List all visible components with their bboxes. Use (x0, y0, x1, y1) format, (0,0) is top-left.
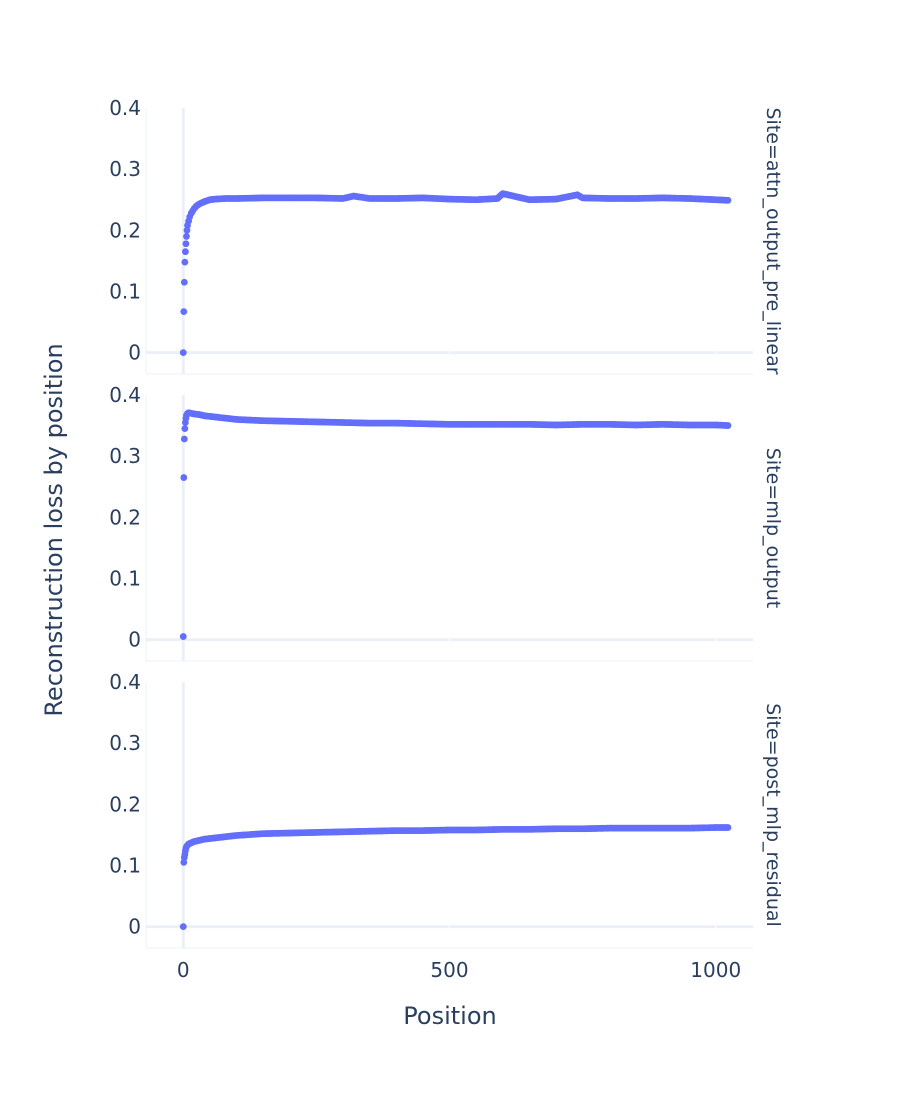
y-tick-label: 0.3 (109, 444, 141, 468)
panel-2: 0 0.1 0.2 0.3 0.4 Site=mlp_output (109, 383, 784, 662)
data-point (724, 824, 732, 831)
data-point (180, 278, 188, 286)
data-point (179, 923, 187, 930)
y-tick-label: 0.1 (109, 279, 141, 303)
y-tick-label: 0.1 (109, 853, 141, 877)
y-tick-label: 0.4 (109, 383, 141, 407)
data-point (180, 435, 188, 443)
panel-1: 0 0.1 0.2 0.3 0.4 Site=attn_output_pre_linear (109, 96, 784, 375)
facet-label: Site=post_mlp_residual (762, 703, 784, 927)
y-tick-label: 0.2 (109, 218, 141, 242)
data-point (724, 422, 732, 429)
y-tick-label: 0 (128, 341, 141, 365)
panel-3: 0 0.1 0.2 0.3 0.4 Site=post_mlp_residual (109, 670, 784, 949)
data-point (182, 248, 189, 256)
y-tick-label: 0.2 (109, 792, 141, 816)
facet-label: Site=attn_output_pre_linear (762, 107, 784, 374)
y-tick-label: 0.4 (109, 670, 141, 694)
data-point (183, 233, 190, 240)
y-tick-label: 0.1 (109, 566, 141, 590)
data-point (180, 474, 188, 481)
y-tick-label: 0 (128, 915, 141, 939)
x-axis-title: Position (403, 1002, 496, 1030)
chart-panels: 0 0.1 0.2 0.3 0.4 Site=attn_output_pre_linear… (109, 96, 784, 982)
data-point (179, 349, 187, 356)
y-tick-label: 0.3 (109, 731, 141, 755)
y-tick-label: 0.3 (109, 157, 141, 181)
facet-label: Site=mlp_output (762, 448, 784, 608)
data-point (724, 196, 732, 204)
y-tick-label: 0 (128, 628, 141, 652)
data-point (181, 425, 189, 433)
x-tick-label: 500 (430, 958, 468, 982)
data-point (180, 308, 188, 316)
x-tick-label: 1000 (690, 958, 741, 982)
y-axis-title: Reconstruction loss by position (40, 343, 68, 716)
y-tick-label: 0.4 (109, 96, 141, 120)
x-tick-label: 0 (177, 958, 190, 982)
data-point (181, 258, 189, 266)
data-point (179, 633, 187, 640)
data-point (182, 240, 190, 248)
y-tick-label: 0.2 (109, 505, 141, 529)
